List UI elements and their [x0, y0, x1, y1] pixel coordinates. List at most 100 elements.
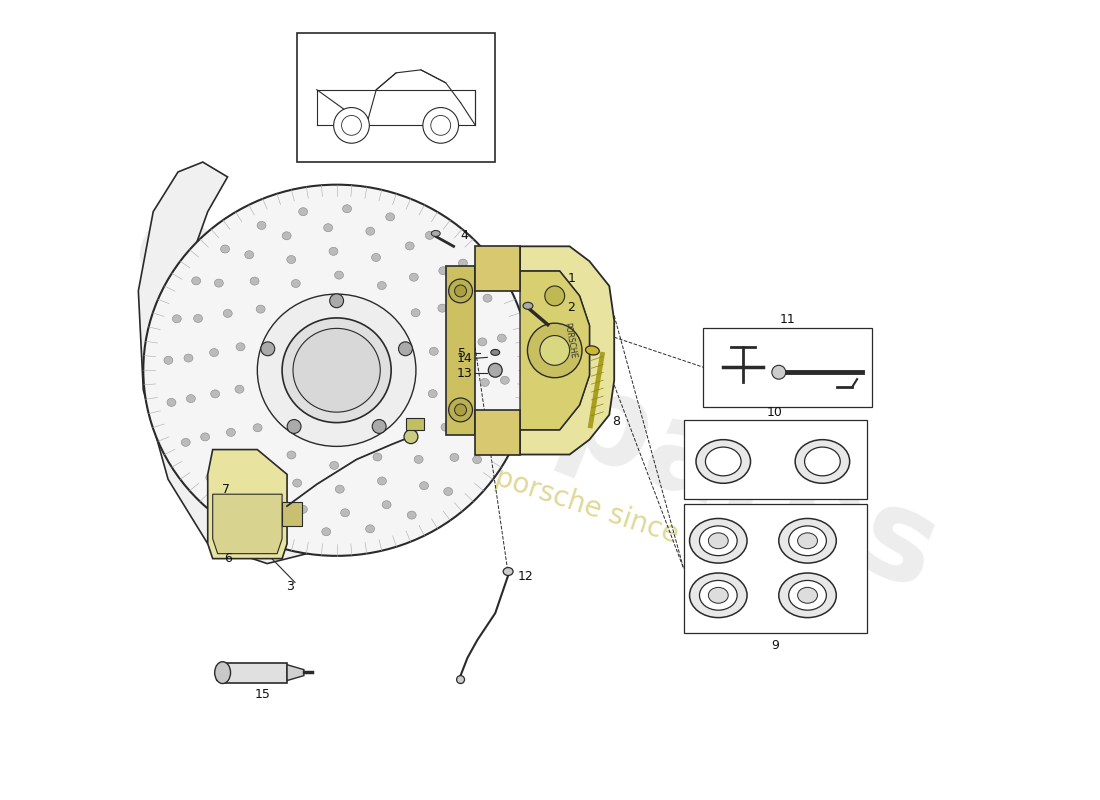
Ellipse shape [287, 451, 296, 459]
Ellipse shape [282, 419, 290, 427]
Ellipse shape [221, 245, 230, 253]
Ellipse shape [323, 437, 332, 445]
Ellipse shape [211, 390, 220, 398]
Ellipse shape [492, 418, 500, 426]
Polygon shape [520, 271, 590, 430]
Text: euro-Spares: euro-Spares [114, 183, 955, 617]
Ellipse shape [804, 447, 840, 476]
Ellipse shape [405, 242, 415, 250]
Ellipse shape [264, 337, 274, 345]
Ellipse shape [257, 222, 266, 230]
Ellipse shape [323, 224, 332, 232]
Polygon shape [520, 246, 614, 454]
Ellipse shape [431, 230, 440, 237]
Ellipse shape [365, 525, 375, 533]
Text: PORSCHE: PORSCHE [562, 322, 578, 359]
Ellipse shape [441, 423, 450, 431]
Circle shape [454, 404, 466, 416]
Polygon shape [475, 246, 520, 291]
Ellipse shape [366, 227, 375, 235]
Ellipse shape [708, 587, 728, 603]
Polygon shape [212, 494, 282, 554]
Ellipse shape [408, 427, 417, 435]
Ellipse shape [341, 509, 350, 517]
Ellipse shape [322, 528, 331, 536]
Ellipse shape [173, 314, 182, 323]
Ellipse shape [377, 477, 386, 485]
Ellipse shape [206, 474, 214, 482]
Bar [703, 328, 872, 407]
Ellipse shape [244, 250, 254, 258]
Ellipse shape [407, 511, 416, 519]
Ellipse shape [282, 318, 392, 422]
Ellipse shape [239, 501, 248, 509]
Text: 10: 10 [767, 406, 783, 419]
Ellipse shape [383, 314, 392, 322]
Ellipse shape [544, 286, 564, 306]
Circle shape [449, 398, 472, 422]
Ellipse shape [342, 205, 352, 213]
Ellipse shape [164, 356, 173, 364]
Ellipse shape [253, 424, 262, 432]
Ellipse shape [789, 526, 826, 556]
Ellipse shape [450, 454, 459, 462]
Circle shape [488, 363, 503, 377]
Ellipse shape [250, 277, 258, 285]
Ellipse shape [700, 581, 737, 610]
Ellipse shape [298, 506, 307, 514]
Ellipse shape [540, 335, 570, 366]
Circle shape [449, 279, 472, 303]
Ellipse shape [292, 279, 300, 287]
Ellipse shape [459, 259, 468, 267]
Text: 3: 3 [286, 580, 294, 593]
Ellipse shape [341, 295, 350, 303]
Bar [297, 33, 495, 162]
Ellipse shape [483, 294, 492, 302]
Ellipse shape [296, 304, 305, 312]
Ellipse shape [210, 349, 219, 357]
Ellipse shape [690, 518, 747, 563]
Ellipse shape [471, 418, 480, 426]
Ellipse shape [453, 342, 462, 350]
Ellipse shape [528, 323, 582, 378]
Ellipse shape [214, 279, 223, 287]
Ellipse shape [696, 440, 750, 483]
Text: 9: 9 [771, 639, 779, 652]
Ellipse shape [278, 520, 287, 528]
Ellipse shape [491, 350, 499, 355]
Ellipse shape [223, 310, 232, 318]
Ellipse shape [386, 213, 395, 221]
Ellipse shape [368, 428, 377, 437]
Text: a passion for porsche since 1985: a passion for porsche since 1985 [312, 405, 757, 574]
Ellipse shape [405, 352, 414, 360]
Ellipse shape [411, 309, 420, 317]
Text: 5: 5 [458, 347, 465, 360]
Ellipse shape [708, 533, 728, 549]
Circle shape [372, 419, 386, 434]
Circle shape [330, 294, 343, 308]
Polygon shape [139, 162, 346, 563]
Ellipse shape [798, 587, 817, 603]
Ellipse shape [409, 273, 418, 282]
Text: 12: 12 [518, 570, 534, 583]
Ellipse shape [194, 314, 202, 322]
Ellipse shape [700, 526, 737, 556]
Circle shape [404, 430, 418, 444]
Text: 14: 14 [456, 352, 472, 365]
Ellipse shape [503, 567, 513, 575]
Circle shape [454, 285, 466, 297]
Ellipse shape [257, 294, 416, 446]
Ellipse shape [293, 479, 301, 487]
Ellipse shape [191, 277, 200, 285]
Circle shape [342, 115, 362, 135]
Bar [406, 418, 424, 430]
Bar [282, 502, 301, 526]
Circle shape [261, 342, 275, 356]
Ellipse shape [798, 533, 817, 549]
Bar [683, 420, 867, 499]
Ellipse shape [377, 282, 386, 290]
Ellipse shape [227, 428, 235, 436]
Ellipse shape [456, 676, 464, 683]
Ellipse shape [329, 247, 338, 255]
Polygon shape [475, 410, 520, 454]
